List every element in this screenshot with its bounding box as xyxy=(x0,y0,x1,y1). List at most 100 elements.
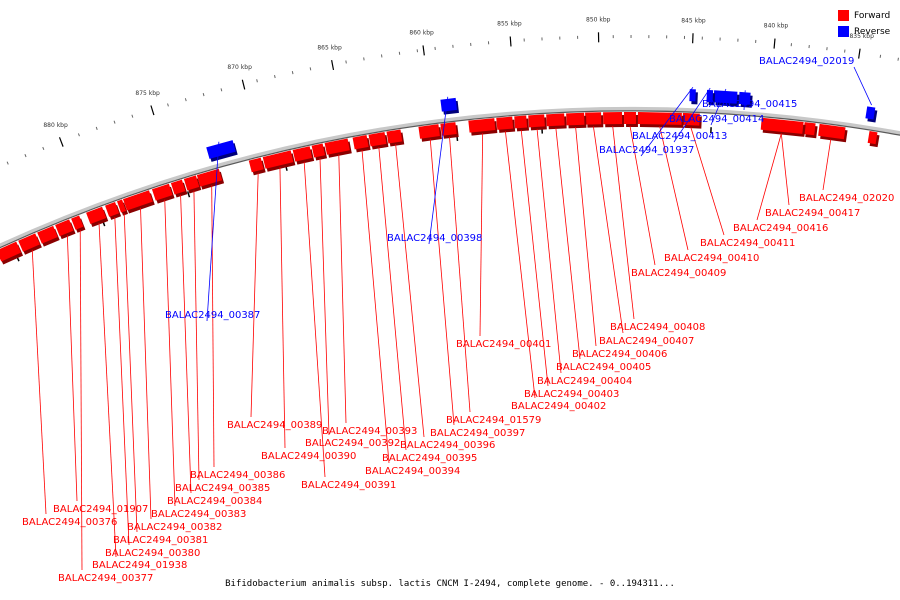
backbone-edge xyxy=(0,110,900,249)
forward-leader xyxy=(659,126,689,251)
forward-gene-label[interactable]: BALAC2494_00417 xyxy=(765,208,860,219)
reverse-leader xyxy=(673,87,711,143)
forward-gene xyxy=(170,179,186,195)
forward-leader xyxy=(140,207,152,520)
major-tick xyxy=(773,38,776,49)
forward-gene-label[interactable]: BALAC2494_00393 xyxy=(322,426,417,437)
forward-gene-label[interactable]: BALAC2494_00384 xyxy=(167,496,262,507)
forward-gene-label[interactable]: BALAC2494_00402 xyxy=(511,401,606,412)
forward-gene xyxy=(55,219,74,237)
reverse-gene-label[interactable]: BALAC2494_00415 xyxy=(702,99,797,110)
forward-gene-label[interactable]: BALAC2494_01938 xyxy=(92,560,187,571)
forward-gene-label[interactable]: BALAC2494_00376 xyxy=(22,517,117,528)
forward-gene xyxy=(803,122,816,136)
forward-gene-label[interactable]: BALAC2494_00406 xyxy=(572,349,667,360)
reverse-leader xyxy=(743,90,746,111)
forward-leader xyxy=(780,133,790,206)
major-tick xyxy=(331,59,335,71)
map-caption: Bifidobacterium animalis subsp. lactis C… xyxy=(225,579,675,589)
forward-gene xyxy=(760,117,804,134)
forward-gene-label[interactable]: BALAC2494_01579 xyxy=(446,415,541,426)
reverse-leader xyxy=(428,96,449,245)
forward-leader xyxy=(612,126,635,320)
forward-gene-label[interactable]: BALAC2494_00397 xyxy=(430,428,525,439)
tick-label: 865 kbp xyxy=(317,44,342,51)
forward-leader xyxy=(338,154,347,424)
forward-gene xyxy=(311,143,326,158)
minor-tick xyxy=(220,88,223,92)
forward-gene-label[interactable]: BALAC2494_00390 xyxy=(261,451,356,462)
forward-gene-label[interactable]: BALAC2494_00403 xyxy=(524,389,619,400)
reverse-gene-label[interactable]: BALAC2494_00398 xyxy=(387,233,482,244)
forward-leader xyxy=(593,126,624,334)
legend-reverse: Reverse xyxy=(838,25,890,38)
forward-gene xyxy=(566,112,585,126)
legend-forward-label: Forward xyxy=(854,10,891,21)
forward-leader xyxy=(66,235,78,502)
reverse-leader xyxy=(853,66,872,106)
forward-gene-label[interactable]: BALAC2494_00377 xyxy=(58,573,153,584)
reverse-gene xyxy=(713,90,738,104)
forward-gene-label[interactable]: BALAC2494_00407 xyxy=(599,336,694,347)
tick-marks: 835 kbp 840 kbp 845 kbp 850 kbp 855 kbp 860 k… xyxy=(6,16,899,262)
reverse-swatch xyxy=(838,26,849,37)
forward-leader xyxy=(193,190,200,481)
legend-forward: Forward xyxy=(838,9,890,22)
tick-label: 855 kbp xyxy=(497,21,522,28)
reverse-gene-label[interactable]: BALAC2494_00413 xyxy=(632,131,727,142)
forward-gene-label[interactable]: BALAC2494_00410 xyxy=(664,253,759,264)
forward-gene-label[interactable]: BALAC2494_00404 xyxy=(537,376,632,387)
forward-gene-label[interactable]: BALAC2494_00396 xyxy=(400,440,495,451)
forward-leader xyxy=(164,199,176,507)
major-tick xyxy=(241,79,246,90)
forward-gene xyxy=(71,215,84,230)
forward-gene-label[interactable]: BALAC2494_00386 xyxy=(190,470,285,481)
forward-gene-label[interactable]: BALAC2494_00382 xyxy=(127,522,222,533)
forward-gene-label[interactable]: BALAC2494_00405 xyxy=(556,362,651,373)
reverse-gene xyxy=(206,140,236,159)
forward-gene-label[interactable]: BALAC2494_00385 xyxy=(175,483,270,494)
major-tick xyxy=(858,48,861,59)
forward-gene xyxy=(151,183,173,201)
forward-gene-label[interactable]: BALAC2494_00408 xyxy=(610,322,705,333)
forward-gene-label[interactable]: BALAC2494_00380 xyxy=(105,548,200,559)
forward-gene-label[interactable]: BALAC2494_00411 xyxy=(700,238,795,249)
gene-features xyxy=(0,89,880,265)
forward-leader xyxy=(361,150,390,464)
forward-gene-label[interactable]: BALAC2494_00416 xyxy=(733,223,828,234)
reverse-gene-label[interactable]: BALAC2494_01937 xyxy=(599,145,694,156)
reverse-leader xyxy=(640,87,694,157)
forward-gene-label[interactable]: BALAC2494_02020 xyxy=(799,193,894,204)
forward-gene-label[interactable]: BALAC2494_00381 xyxy=(113,535,208,546)
forward-gene xyxy=(624,112,636,125)
forward-gene-label[interactable]: BALAC2494_00389 xyxy=(227,420,322,431)
tick-label: 875 kbp xyxy=(135,90,160,97)
forward-leader xyxy=(279,167,286,449)
forward-leader xyxy=(449,136,471,413)
forward-gene xyxy=(818,123,846,140)
major-tick xyxy=(422,45,425,56)
minor-tick xyxy=(42,146,45,151)
forward-gene xyxy=(196,168,223,187)
minor-tick xyxy=(131,114,134,118)
forward-gene-label[interactable]: BALAC2494_00392 xyxy=(305,438,400,449)
forward-gene xyxy=(324,138,350,155)
forward-gene-label[interactable]: BALAC2494_00409 xyxy=(631,268,726,279)
reverse-gene-label[interactable]: BALAC2494_00387 xyxy=(165,310,260,321)
forward-leader xyxy=(690,127,725,236)
forward-gene-label[interactable]: BALAC2494_00383 xyxy=(151,509,246,520)
forward-gene-label[interactable]: BALAC2494_01907 xyxy=(53,504,148,515)
reverse-gene-label[interactable]: BALAC2494_00414 xyxy=(669,114,764,125)
forward-leader xyxy=(536,128,562,374)
forward-gene xyxy=(18,233,40,252)
forward-gene-label[interactable]: BALAC2494_00391 xyxy=(301,480,396,491)
forward-leader xyxy=(180,194,192,494)
forward-leader xyxy=(429,139,455,426)
forward-gene-label[interactable]: BALAC2494_00395 xyxy=(382,453,477,464)
forward-gene-label[interactable]: BALAC2494_00401 xyxy=(456,339,551,350)
forward-gene-label[interactable]: BALAC2494_00394 xyxy=(365,466,460,477)
label-leaders xyxy=(31,66,872,571)
reverse-gene-label[interactable]: BALAC2494_02019 xyxy=(759,56,854,67)
forward-leader xyxy=(629,125,656,266)
forward-gene xyxy=(262,150,294,169)
